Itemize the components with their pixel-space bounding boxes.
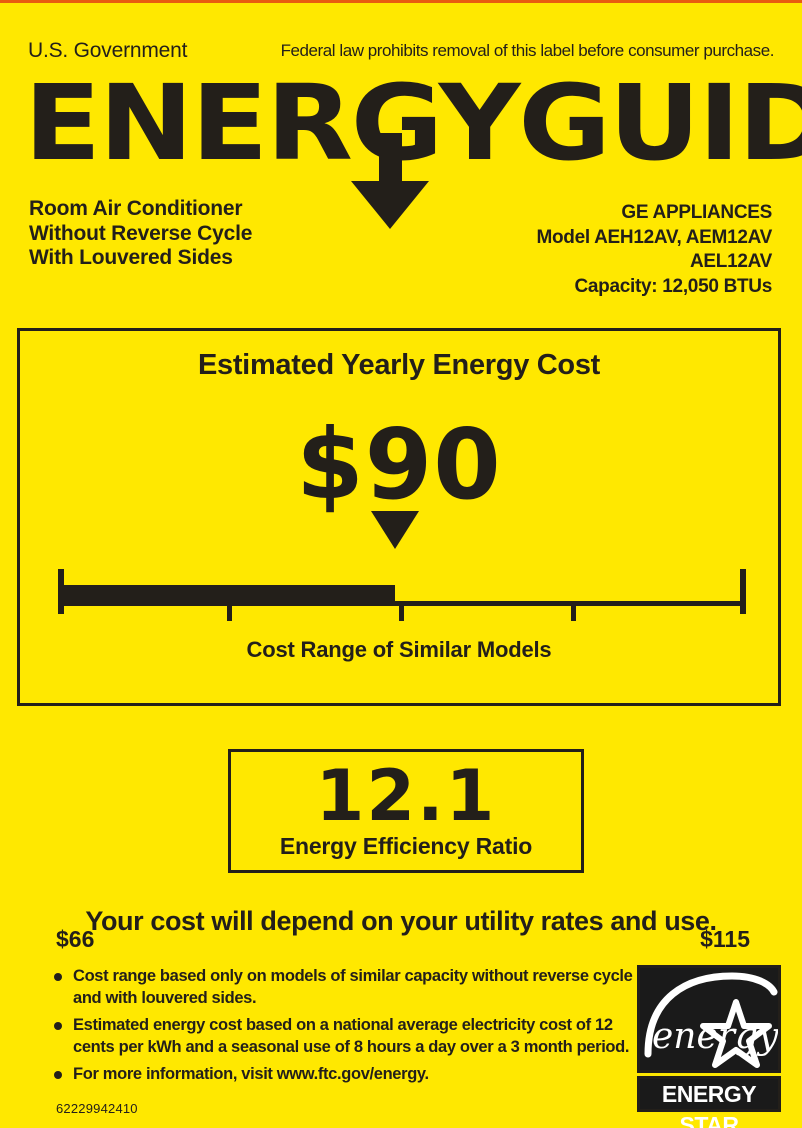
footnote-item: Cost range based only on models of simil… bbox=[52, 966, 637, 1009]
legal-notice: Federal law prohibits removal of this la… bbox=[280, 41, 775, 60]
energy-star-graphic: energy bbox=[644, 972, 778, 1068]
footnotes-list: Cost range based only on models of simil… bbox=[52, 966, 637, 1092]
model-numbers-line-1: Model AEH12AV, AEM12AV bbox=[536, 226, 772, 248]
energy-star-mark: energy bbox=[637, 965, 781, 1073]
footnote-text: Estimated energy cost based on a nationa… bbox=[73, 1016, 630, 1056]
down-arrow-icon bbox=[351, 133, 429, 229]
footnote-text: For more information, visit www.ftc.gov/… bbox=[73, 1065, 429, 1083]
footnote-item: For more information, visit www.ftc.gov/… bbox=[52, 1064, 637, 1086]
scale-filled-portion bbox=[58, 585, 395, 602]
capacity: Capacity: 12,050 BTUs bbox=[574, 275, 772, 297]
product-type-line-2: Without Reverse Cycle bbox=[29, 221, 253, 245]
label-header: U.S. Government Federal law prohibits re… bbox=[28, 39, 774, 65]
bullet-icon bbox=[54, 973, 62, 981]
bullet-icon bbox=[54, 1022, 62, 1030]
scale-caption: Cost Range of Similar Models bbox=[246, 637, 552, 662]
cost-position-marker-icon bbox=[370, 511, 419, 549]
estimated-cost-panel: Estimated Yearly Energy Cost $90 $66 $11… bbox=[17, 328, 781, 952]
energyguide-wordmark: ENERGYGUIDE bbox=[24, 62, 802, 184]
cost-range-scale bbox=[58, 561, 746, 623]
scale-endcap-low bbox=[58, 569, 64, 614]
svg-text:energy: energy bbox=[652, 1016, 778, 1057]
eer-value: 12.1 bbox=[315, 755, 497, 837]
scale-tick bbox=[570, 601, 576, 621]
cost-panel-title: Estimated Yearly Energy Cost bbox=[197, 349, 601, 381]
energy-efficiency-ratio-panel: 12.1 Energy Efficiency Ratio bbox=[228, 749, 584, 873]
bullet-icon bbox=[54, 1071, 62, 1079]
energy-star-logo: energy ENERGY STAR bbox=[637, 965, 781, 1128]
energy-star-wordmark: ENERGY STAR bbox=[637, 1076, 781, 1128]
footnote-item: Estimated energy cost based on a nationa… bbox=[52, 1015, 637, 1058]
scale-high-label: $115 bbox=[700, 926, 750, 952]
product-type: Room Air Conditioner Without Reverse Cyc… bbox=[29, 197, 252, 271]
label-serial-number: 62229942410 bbox=[56, 1101, 138, 1116]
footnote-text: Cost range based only on models of simil… bbox=[73, 967, 633, 1007]
model-numbers-line-2: AEL12AV bbox=[689, 251, 772, 272]
brand-name: GE APPLIANCES bbox=[621, 202, 772, 223]
estimated-yearly-cost-value: $90 bbox=[296, 408, 502, 521]
product-type-line-1: Room Air Conditioner bbox=[29, 197, 243, 220]
arrow-head bbox=[351, 181, 429, 229]
issuing-authority: U.S. Government bbox=[28, 39, 188, 62]
scale-low-label: $66 bbox=[56, 926, 95, 952]
scale-endcap-high bbox=[740, 569, 746, 614]
cost-disclaimer-tagline: Your cost will depend on your utility ra… bbox=[85, 906, 717, 936]
scale-tick bbox=[398, 601, 404, 621]
product-identity: GE APPLIANCES Model AEH12AV, AEM12AV AEL… bbox=[536, 201, 772, 299]
scale-tick bbox=[226, 601, 232, 621]
product-type-line-3: With Louvered Sides bbox=[29, 246, 233, 269]
arrow-shaft bbox=[379, 133, 402, 193]
eer-label: Energy Efficiency Ratio bbox=[279, 833, 533, 859]
